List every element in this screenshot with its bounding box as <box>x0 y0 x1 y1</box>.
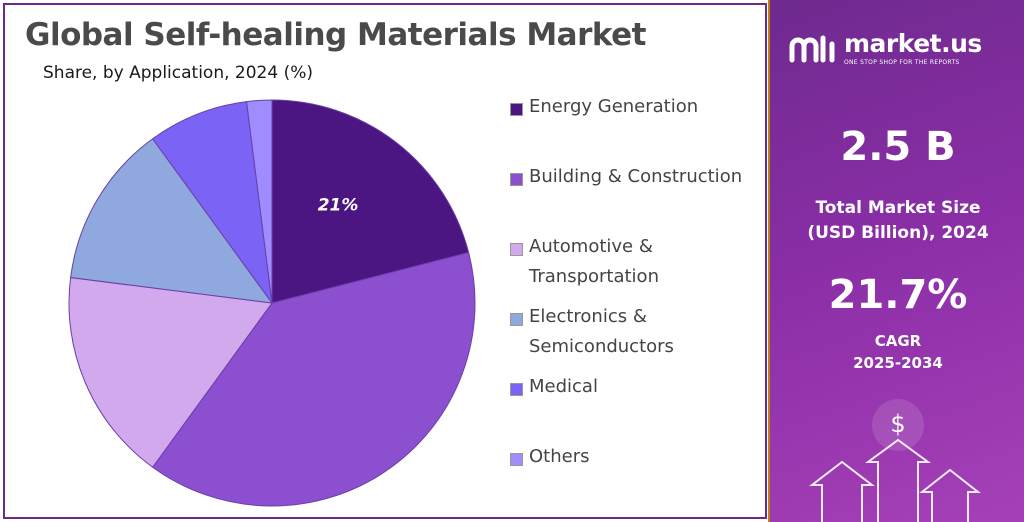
legend-swatch <box>510 313 523 326</box>
market-size-label: Total Market Size (USD Billion), 2024 <box>770 196 1024 246</box>
legend-item-medical: Medical <box>510 376 598 402</box>
brand-name: market.us <box>844 28 982 58</box>
pie-slice-energy-generation <box>271 99 470 304</box>
pie-slice-others <box>245 99 273 304</box>
legend-label: Electronics & Semiconductors <box>529 306 674 357</box>
legend-label: Energy Generation <box>529 96 699 117</box>
legend-item-building-construction: Building & Construction <box>510 166 742 192</box>
legend-swatch <box>510 173 523 186</box>
legend-label: Building & Construction <box>529 166 743 187</box>
legend-label: Others <box>529 446 590 467</box>
legend-item-automotive-transportation: Automotive & Transportation <box>510 236 659 292</box>
brand-tagline: ONE STOP SHOP FOR THE REPORTS <box>844 58 960 66</box>
chart-panel: Global Self-healing Materials Market Sha… <box>3 3 767 519</box>
arrow-up-right-icon <box>919 468 981 522</box>
growth-arrows-illustration: $ <box>809 399 981 522</box>
legend-item-others: Others <box>510 446 590 472</box>
pie-data-label: 21% <box>318 195 359 215</box>
market-us-logo-icon <box>789 35 835 63</box>
cagr-value: 21.7% <box>828 272 968 318</box>
legend-label: Medical <box>529 376 598 397</box>
chart-subtitle: Share, by Application, 2024 (%) <box>43 63 313 83</box>
arrow-up-center-icon <box>864 438 932 522</box>
brand-logo: market.us ONE STOP SHOP FOR THE REPORTS <box>788 30 982 66</box>
legend-swatch <box>510 453 523 466</box>
cagr-label-line2: 2025-2034 <box>853 354 943 372</box>
dollar-sign-icon: $ <box>890 410 905 438</box>
pie-slice-building-construction <box>151 251 476 507</box>
chart-title: Global Self-healing Materials Market <box>25 17 647 53</box>
pie-slice-medical <box>151 101 273 304</box>
legend-swatch <box>510 243 523 256</box>
legend-label: Automotive & Transportation <box>529 236 659 287</box>
legend-swatch <box>510 103 523 116</box>
summary-panel: market.us ONE STOP SHOP FOR THE REPORTS … <box>768 0 1024 522</box>
market-size-value: 2.5 B <box>840 124 956 170</box>
arrow-up-left-icon <box>809 460 875 522</box>
market-size-label-line1: Total Market Size <box>815 198 981 218</box>
market-size-label-line2: (USD Billion), 2024 <box>807 223 989 243</box>
cagr-label: CAGR 2025-2034 <box>770 330 1024 374</box>
cagr-label-line1: CAGR <box>874 332 922 350</box>
pie-slice-electronics-semiconductors <box>70 138 274 304</box>
legend-swatch <box>510 383 523 396</box>
coin-icon <box>872 399 924 451</box>
pie-slice-automotive-transportation <box>68 276 273 468</box>
chart-legend: Energy Generation Building & Constructio… <box>510 5 770 521</box>
pie-chart: 21% <box>68 99 476 507</box>
legend-item-electronics-semiconductors: Electronics & Semiconductors <box>510 306 674 362</box>
legend-item-energy-generation: Energy Generation <box>510 96 698 122</box>
